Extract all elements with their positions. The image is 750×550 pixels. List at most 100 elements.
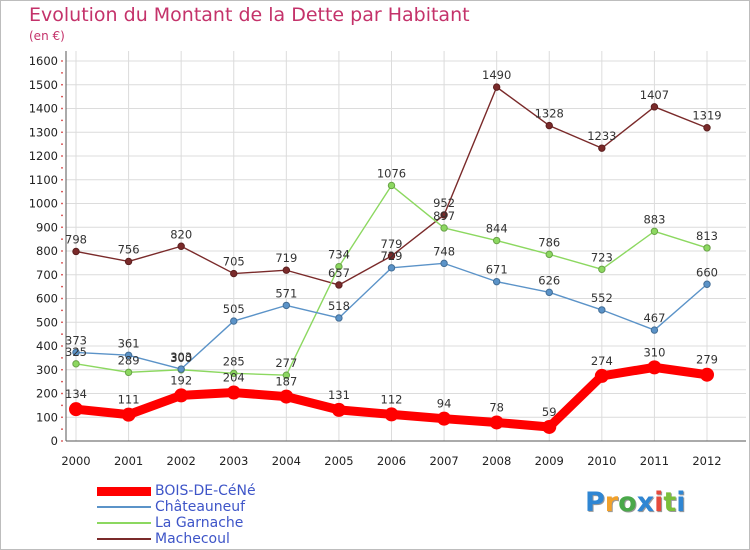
data-label-la-garnache: 277 <box>275 356 297 370</box>
data-label-la-garnache: 723 <box>591 250 613 264</box>
data-point-cha-teauneuf <box>387 264 396 272</box>
data-point-cha-teauneuf <box>72 348 80 357</box>
legend-label: Machecoul <box>155 531 230 547</box>
x-tick-label: 2007 <box>429 454 458 468</box>
data-point-bois-de-ce-ne <box>542 419 557 434</box>
x-axis-ticks: 2000 2001 2002 2003 2004 2005 2006 2007 2008 2009… <box>61 454 721 468</box>
data-point-bois-de-ce-ne <box>121 407 136 422</box>
y-minor-tick <box>61 321 63 324</box>
data-label-cha-teauneuf: 552 <box>591 291 613 305</box>
data-label-la-garnache: 289 <box>118 353 140 367</box>
data-label-la-garnache: 1076 <box>377 166 406 180</box>
data-point-la-garnache <box>703 244 711 252</box>
y-tick-label: 800 <box>36 244 58 258</box>
x-tick-label: 2005 <box>324 454 353 468</box>
data-label-cha-teauneuf: 303 <box>170 350 192 364</box>
x-tick-label: 2000 <box>61 454 90 468</box>
y-minor-tick <box>61 333 63 336</box>
y-tick-label: 600 <box>36 292 58 306</box>
y-minor-tick <box>61 368 63 371</box>
data-label-machecoul: 798 <box>65 232 87 246</box>
data-point-machecoul <box>440 211 448 219</box>
data-point-bois-de-ce-ne <box>174 388 189 403</box>
y-tick-label: 200 <box>36 387 58 401</box>
data-point-la-garnache <box>598 265 606 273</box>
data-point-la-garnache <box>387 181 396 190</box>
data-label-la-garnache: 786 <box>538 235 560 249</box>
data-label-bois-de-ce-ne: 112 <box>381 392 403 406</box>
y-minor-tick <box>61 356 63 359</box>
data-point-la-garnache <box>440 224 448 232</box>
data-label-machecoul: 1328 <box>535 107 564 121</box>
data-point-machecoul <box>72 247 80 256</box>
legend-swatch <box>97 506 151 508</box>
data-point-la-garnache <box>492 236 501 245</box>
data-point-cha-teauneuf <box>335 314 343 322</box>
data-point-cha-teauneuf <box>177 365 185 373</box>
chart-title: Evolution du Montant de la Dette par Hab… <box>29 4 470 26</box>
data-point-la-garnache <box>650 227 659 235</box>
y-minor-tick <box>61 416 63 419</box>
data-point-cha-teauneuf <box>650 326 659 334</box>
data-label-cha-teauneuf: 373 <box>65 333 87 347</box>
data-point-la-garnache <box>545 250 553 259</box>
data-label-machecoul: 705 <box>223 255 245 269</box>
data-point-machecoul <box>703 124 711 132</box>
data-point-cha-teauneuf <box>282 301 291 310</box>
data-point-bois-de-ce-ne <box>226 385 241 400</box>
legend-swatch <box>97 486 151 496</box>
data-label-la-garnache: 300 <box>170 351 192 365</box>
y-tick-label: 1000 <box>29 197 58 211</box>
gridlines <box>66 51 746 441</box>
data-label-bois-de-ce-ne: 192 <box>170 373 192 387</box>
data-point-cha-teauneuf <box>124 351 133 359</box>
data-label-la-garnache: 844 <box>486 222 508 236</box>
data-label-cha-teauneuf: 467 <box>643 311 665 325</box>
y-axis-ticks: 0 100 200 300 400 500 600 700 800 900 1000 1100 1200… <box>29 54 58 448</box>
data-label-bois-de-ce-ne: 131 <box>328 388 350 402</box>
y-minor-tick <box>61 178 63 181</box>
data-point-machecoul <box>177 242 185 250</box>
data-point-cha-teauneuf <box>545 288 553 297</box>
data-point-bois-de-ce-ne <box>69 402 83 417</box>
data-label-la-garnache: 325 <box>65 345 87 359</box>
y-tick-label: 900 <box>36 220 58 234</box>
line-chart: 0 100 200 300 400 500 600 700 800 900 1000 1100 1200… <box>29 51 746 468</box>
y-minor-tick <box>61 273 63 276</box>
y-minor-tick <box>61 119 63 122</box>
y-minor-tick <box>61 190 63 193</box>
data-point-la-garnache <box>335 262 343 271</box>
data-label-la-garnache: 897 <box>433 209 455 223</box>
y-minor-tick <box>61 143 63 146</box>
y-minor-tick <box>61 95 63 98</box>
data-label-bois-de-ce-ne: 274 <box>591 354 613 368</box>
data-label-machecoul: 756 <box>118 242 140 256</box>
legend-item-bois-de-ce-ne: BOIS-DE-CéNé <box>97 483 357 499</box>
data-label-bois-de-ce-ne: 187 <box>275 375 297 389</box>
y-minor-tick <box>61 380 63 383</box>
y-tick-label: 1200 <box>29 149 58 163</box>
data-label-machecoul: 1490 <box>482 68 511 82</box>
data-point-machecoul <box>492 83 501 91</box>
data-label-bois-de-ce-ne: 310 <box>643 345 665 359</box>
y-minor-tick <box>61 345 63 347</box>
x-tick-label: 2010 <box>587 454 616 468</box>
y-minor-tick <box>61 83 63 86</box>
data-point-cha-teauneuf <box>703 280 711 288</box>
data-point-machecoul <box>230 269 238 278</box>
data-point-la-garnache <box>282 371 291 379</box>
data-label-cha-teauneuf: 571 <box>275 286 297 300</box>
data-label-machecoul: 719 <box>275 251 297 265</box>
y-tick-label: 1400 <box>29 102 58 116</box>
y-minor-tick <box>61 155 63 157</box>
x-tick-label: 2002 <box>167 454 196 468</box>
data-label-cha-teauneuf: 660 <box>696 265 718 279</box>
legend-label: BOIS-DE-CéNé <box>155 483 256 499</box>
data-label-bois-de-ce-ne: 78 <box>489 400 504 414</box>
y-minor-tick <box>61 166 63 169</box>
data-label-cha-teauneuf: 626 <box>538 273 560 287</box>
data-point-bois-de-ce-ne <box>437 411 452 426</box>
y-minor-tick <box>61 202 63 205</box>
x-tick-label: 2001 <box>114 454 143 468</box>
